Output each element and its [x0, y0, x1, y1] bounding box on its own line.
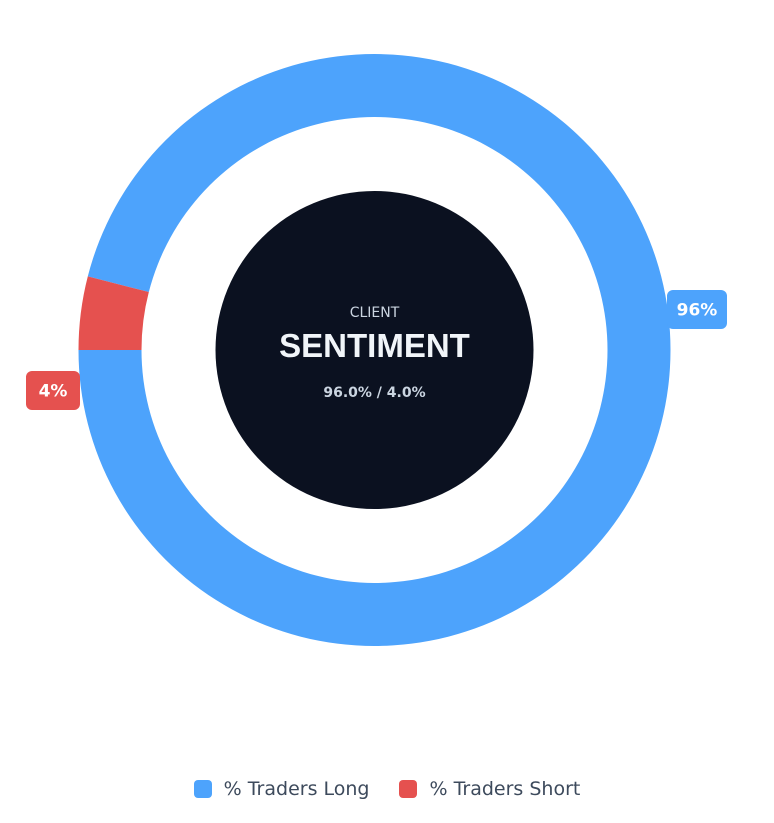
slice-label-long: 96% [667, 290, 727, 329]
center-eyebrow: CLIENT [350, 305, 400, 321]
center-disc [215, 191, 534, 509]
legend-swatch-short [399, 780, 418, 798]
legend-item-short[interactable]: % Traders Short [399, 778, 580, 800]
legend-label-short: % Traders Short [429, 778, 581, 800]
donut-slices [78, 53, 671, 646]
legend-swatch-long [193, 780, 212, 798]
legend-label-long: % Traders Long [223, 778, 370, 800]
legend-item-long[interactable]: % Traders Long [193, 778, 370, 800]
slice-label-badge [26, 371, 80, 410]
slice-label-short: 4% [26, 371, 80, 410]
slice-label-text: 4% [39, 382, 68, 402]
center-summary: 96.0% / 4.0% [323, 385, 425, 401]
center-headline: SENTIMENT [279, 327, 470, 364]
slice-labels: 96% 4% [26, 290, 727, 410]
chart-legend: % Traders Long % Traders Short [0, 778, 774, 800]
slice-short[interactable] [78, 276, 149, 350]
slice-label-text: 96% [677, 301, 718, 321]
slice-label-badge [667, 290, 727, 329]
